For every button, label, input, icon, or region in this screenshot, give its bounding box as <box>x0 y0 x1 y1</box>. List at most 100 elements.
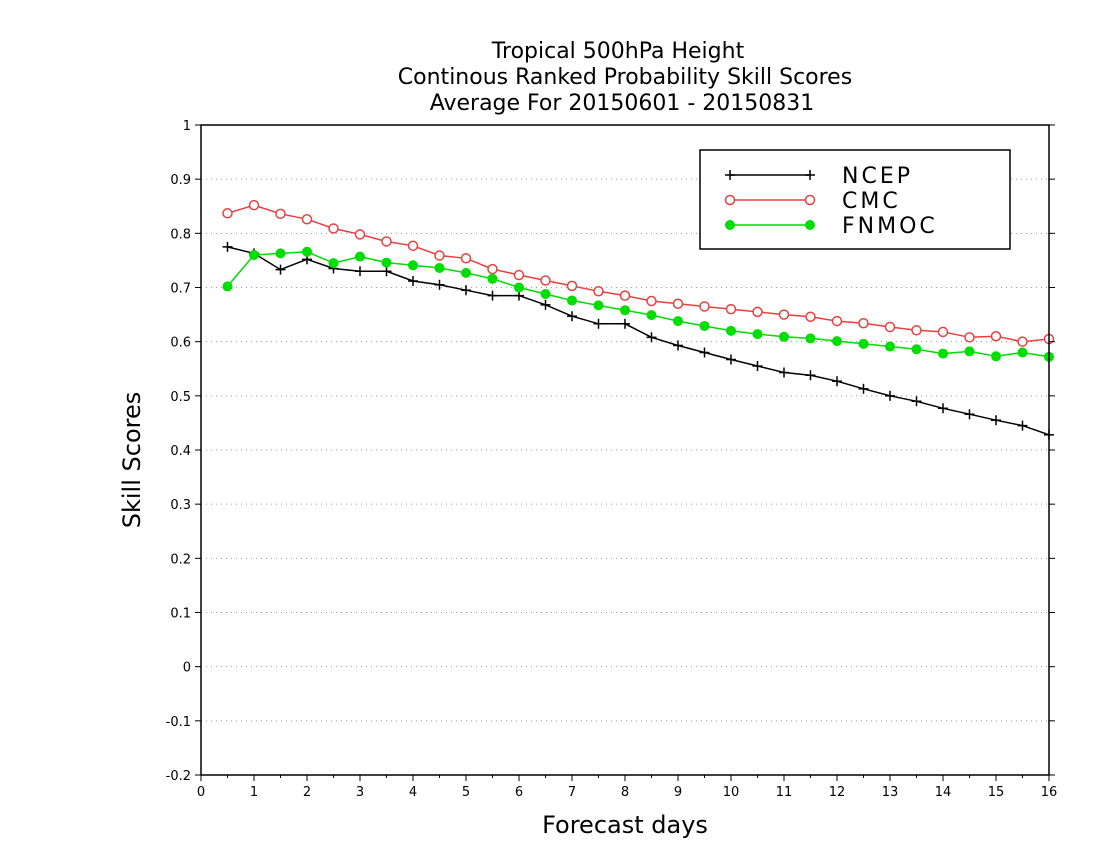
point-ncep-17 <box>673 340 683 351</box>
legend-marker-start-fnmoc <box>725 220 735 230</box>
point-fnmoc-0 <box>222 281 233 292</box>
series-line-ncep <box>227 246 1050 436</box>
x-tick-label-7: 7 <box>568 785 576 800</box>
point-cmc-30 <box>1017 336 1028 347</box>
point-cmc-24 <box>858 318 869 329</box>
point-fnmoc-22 <box>805 333 816 344</box>
point-fnmoc-19 <box>726 325 736 336</box>
point-cmc-1 <box>248 199 260 211</box>
y-tick-label-8: 0.6 <box>170 336 191 351</box>
y-tick-label-9: 0.7 <box>170 282 191 297</box>
point-cmc-13 <box>566 280 578 292</box>
point-fnmoc-6 <box>381 257 392 268</box>
point-ncep-2 <box>275 264 286 275</box>
series-line-fnmoc <box>226 251 1050 358</box>
y-tick-label-11: 0.9 <box>170 173 191 188</box>
point-fnmoc-2 <box>275 248 286 259</box>
series-fnmoc <box>222 246 1054 362</box>
point-ncep-25 <box>885 390 895 401</box>
series-ncep <box>222 241 1054 440</box>
point-cmc-18 <box>699 301 710 312</box>
x-tick-label-9: 9 <box>674 785 682 800</box>
point-cmc-22 <box>805 311 816 322</box>
legend-label-fnmoc: FNMOC <box>842 214 938 239</box>
point-cmc-8 <box>434 250 445 261</box>
point-fnmoc-7 <box>408 260 418 271</box>
plot-series <box>222 199 1055 440</box>
x-tick-label-0: 0 <box>197 785 205 800</box>
point-fnmoc-28 <box>964 346 975 357</box>
point-ncep-10 <box>487 290 498 301</box>
y-tick-label-5: 0.3 <box>170 498 191 513</box>
point-ncep-26 <box>911 396 922 407</box>
chart-title-line-1: Tropical 500hPa Height <box>491 39 745 64</box>
x-tick-label-4: 4 <box>409 785 417 800</box>
point-ncep-12 <box>540 299 551 310</box>
y-tick-label-12: 1 <box>183 119 191 134</box>
point-fnmoc-9 <box>461 267 471 278</box>
point-fnmoc-23 <box>832 336 842 347</box>
point-cmc-14 <box>593 286 604 297</box>
legend-marker-start-ncep <box>725 170 735 180</box>
point-fnmoc-29 <box>991 351 1001 362</box>
x-tick-label-15: 15 <box>988 785 1005 800</box>
point-ncep-29 <box>991 415 1001 426</box>
x-tick-label-1: 1 <box>250 785 258 800</box>
y-tick-label-3: 0.1 <box>170 607 191 622</box>
point-cmc-15 <box>619 290 631 301</box>
y-tick-label-10: 0.8 <box>170 227 191 242</box>
y-tick-label-6: 0.4 <box>170 444 191 459</box>
point-fnmoc-20 <box>752 329 763 340</box>
point-fnmoc-3 <box>302 246 312 257</box>
point-fnmoc-5 <box>355 251 365 262</box>
point-fnmoc-8 <box>434 263 445 273</box>
x-tick-label-6: 6 <box>515 785 523 800</box>
point-cmc-9 <box>460 253 472 264</box>
point-ncep-9 <box>461 285 471 296</box>
point-fnmoc-24 <box>858 338 869 349</box>
legend-marker-start-cmc <box>724 194 736 206</box>
x-tick-label-16: 16 <box>1041 785 1058 800</box>
point-fnmoc-14 <box>593 300 604 311</box>
point-cmc-5 <box>354 229 366 240</box>
chart-title-line-3: Average For 20150601 - 20150831 <box>430 91 815 116</box>
legend-label-cmc: CMC <box>842 189 901 214</box>
point-ncep-22 <box>805 370 816 381</box>
chart-title: Tropical 500hPa Height Continous Ranked … <box>398 39 852 116</box>
x-tick-label-11: 11 <box>776 785 793 800</box>
legend-label-ncep: NCEP <box>842 164 913 189</box>
point-ncep-20 <box>752 361 763 372</box>
point-fnmoc-21 <box>779 331 789 342</box>
y-axis-title: Skill Scores <box>118 392 146 529</box>
x-tick-label-10: 10 <box>723 785 740 800</box>
point-ncep-8 <box>434 279 445 290</box>
point-cmc-3 <box>301 214 313 225</box>
point-fnmoc-4 <box>328 258 339 269</box>
x-tick-label-14: 14 <box>935 785 952 800</box>
point-ncep-24 <box>858 383 869 394</box>
point-fnmoc-30 <box>1017 347 1028 358</box>
point-cmc-16 <box>646 295 657 307</box>
point-cmc-10 <box>487 263 498 275</box>
y-tick-label-7: 0.5 <box>170 390 191 405</box>
point-cmc-11 <box>513 269 525 281</box>
y-axis: -0.2 -0.1 0 0.1 0.2 0.3 0.4 0.5 0.6 0.7 0.8 0.9 1 <box>166 119 1055 784</box>
point-ncep-19 <box>726 354 736 365</box>
chart-title-line-2: Continous Ranked Probability Skill Score… <box>398 65 852 90</box>
point-cmc-19 <box>725 303 737 315</box>
point-ncep-27 <box>938 403 948 414</box>
point-ncep-16 <box>646 332 657 343</box>
point-fnmoc-15 <box>620 305 630 316</box>
point-cmc-20 <box>752 306 763 318</box>
y-tick-label-4: 0.2 <box>170 552 191 567</box>
point-ncep-30 <box>1017 420 1028 431</box>
point-cmc-28 <box>964 332 975 343</box>
series-cmc <box>222 199 1055 347</box>
point-fnmoc-26 <box>911 344 922 355</box>
point-cmc-17 <box>672 298 684 309</box>
point-cmc-23 <box>831 315 843 327</box>
point-fnmoc-11 <box>514 282 524 293</box>
point-ncep-23 <box>832 376 842 387</box>
